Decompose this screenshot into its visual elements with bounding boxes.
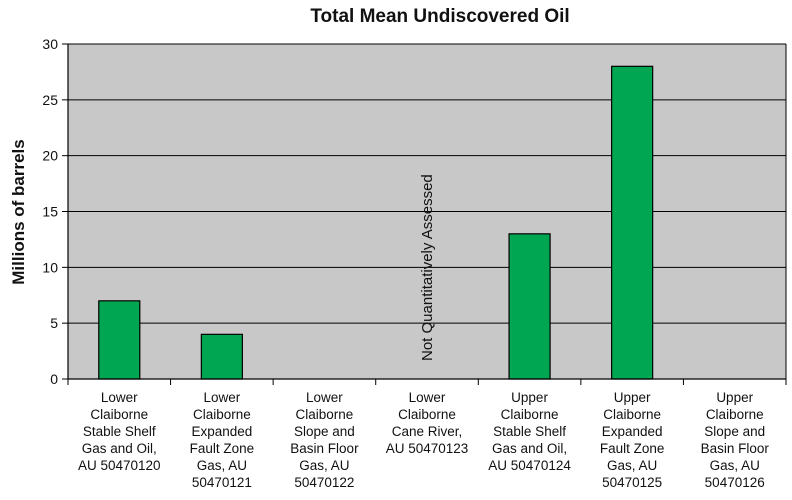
x-category-label-5: Upper Claiborne Stable Shelf Gas and Oil, AU… — [488, 390, 571, 473]
bar-2 — [200, 333, 243, 380]
bar-1 — [98, 300, 141, 380]
x-category-label-2: Lower Claiborne Expanded Fault Zone Gas, AU 5… — [190, 390, 255, 490]
y-tick-label: 25 — [42, 92, 58, 108]
bar-6 — [611, 65, 654, 380]
annotation-not-assessed: Not Quantitatively Assessed — [419, 174, 436, 361]
x-category-label-4: Lower Claiborne Cane River, AU 50470123 — [386, 390, 469, 456]
bar-5 — [508, 233, 551, 380]
y-tick-label: 15 — [42, 204, 58, 220]
y-axis-label: Millions of barrels — [9, 139, 28, 284]
y-tick-label: 30 — [42, 36, 58, 52]
y-tick-label: 10 — [42, 259, 58, 275]
chart-title: Total Mean Undiscovered Oil — [310, 6, 569, 27]
y-tick-label: 5 — [50, 315, 58, 331]
y-tick-label: 20 — [42, 148, 58, 164]
y-tick-label: 0 — [50, 371, 58, 387]
x-category-label-6: Upper Claiborne Expanded Fault Zone Gas, AU 5… — [600, 390, 665, 490]
x-category-label-7: Upper Claiborne Slope and Basin Floor Gas, A… — [701, 390, 770, 490]
x-category-label-1: Lower Claiborne Stable Shelf Gas and Oil, AU… — [78, 390, 161, 473]
plot-area: 0 5 10 15 20 25 30 Lower Claiborne Stable Shelf Ga… — [42, 36, 787, 490]
x-category-label-3: Lower Claiborne Slope and Basin Floor Gas, A… — [290, 390, 359, 490]
